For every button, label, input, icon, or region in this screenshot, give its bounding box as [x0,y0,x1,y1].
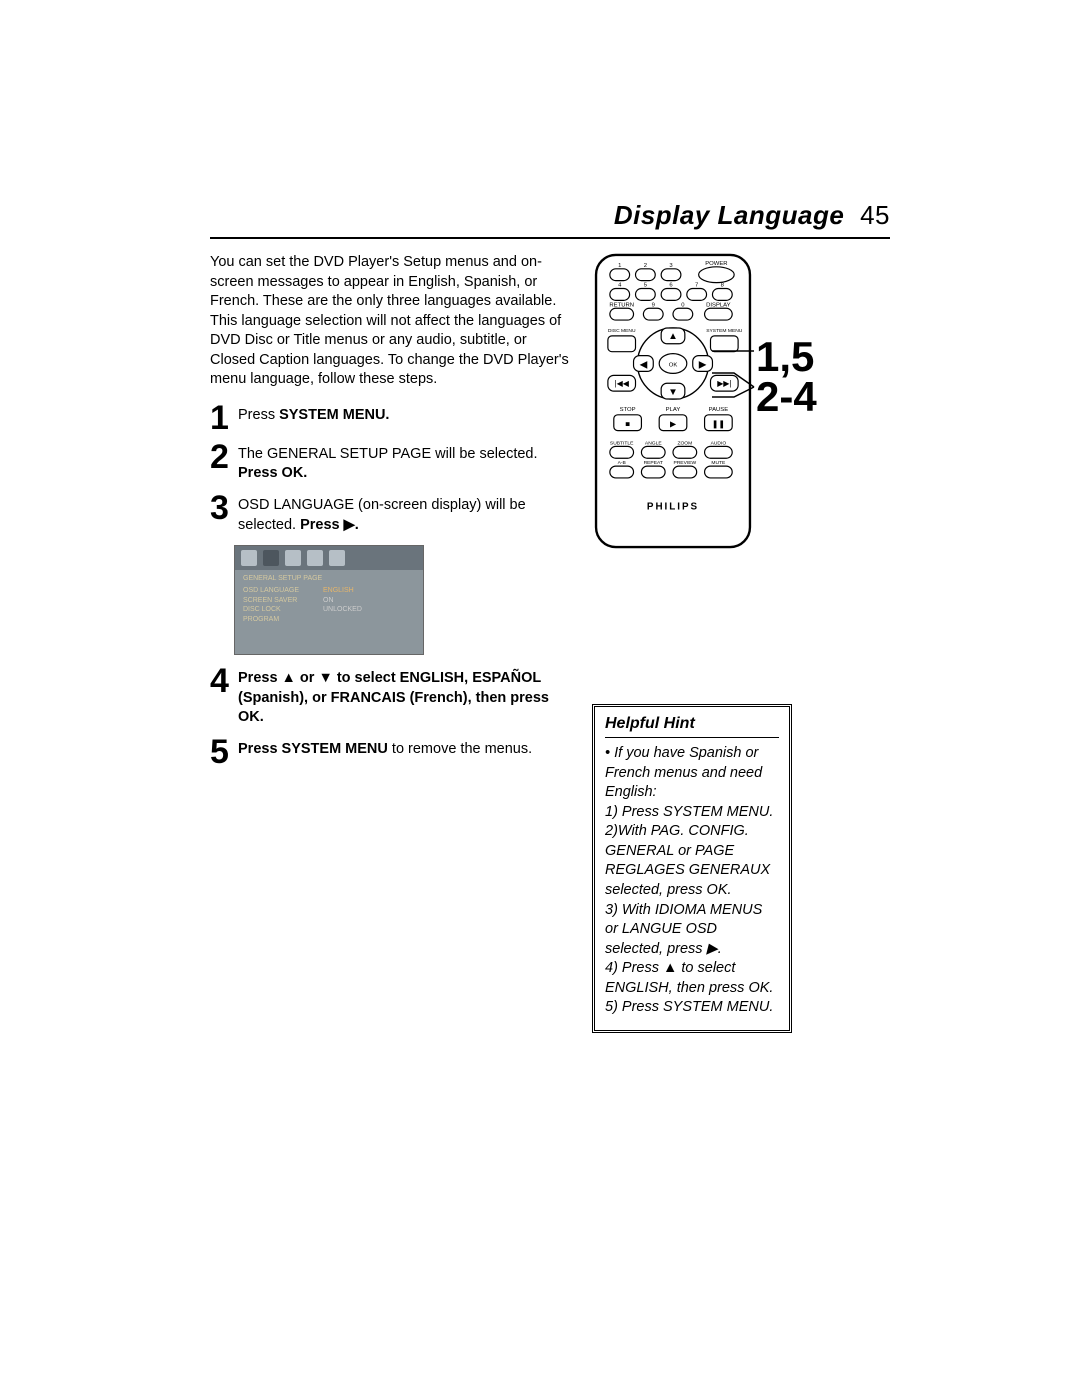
svg-text:STOP: STOP [620,407,636,413]
svg-text:◀: ◀ [640,359,648,370]
svg-text:▶: ▶ [699,359,707,370]
step-number: 4 [210,667,232,696]
svg-text:AUDIO: AUDIO [711,440,727,446]
svg-text:SUBTITLE: SUBTITLE [610,440,634,446]
hint-body: • If you have Spanish or French menus an… [605,744,779,1018]
page-title: Display Language 45 [210,200,890,239]
helpful-hint-box: Helpful Hint • If you have Spanish or Fr… [592,704,792,1033]
svg-text:RETURN: RETURN [609,302,634,308]
svg-text:▶: ▶ [670,420,677,429]
step-number: 1 [210,404,232,433]
illustration-column: 1 2 3 POWER 4 5 6 7 8 RETU [588,253,890,1033]
intro-paragraph: You can set the DVD Player's Setup menus… [210,253,570,390]
screenshot-body: GENERAL SETUP PAGE OSD LANGUAGEENGLISH S… [235,570,423,654]
svg-text:ANGLE: ANGLE [645,440,662,446]
svg-text:MUTE: MUTE [711,460,726,466]
screenshot-toolbar [235,546,423,570]
svg-text:DISPLAY: DISPLAY [706,302,731,308]
svg-text:■: ■ [625,420,630,429]
svg-text:PHILIPS: PHILIPS [647,502,699,513]
step-number: 5 [210,738,232,767]
step-1: 1 Press SYSTEM MENU. [210,404,570,433]
remote-diagram: 1 2 3 POWER 4 5 6 7 8 RETU [588,253,890,554]
step-number: 2 [210,443,232,472]
svg-text:OK: OK [669,362,678,368]
step-list: 1 Press SYSTEM MENU. 2 The GENERAL SETUP… [210,404,570,767]
svg-text:9: 9 [652,302,655,308]
hint-title: Helpful Hint [605,715,779,738]
svg-text:1: 1 [618,263,621,269]
callout-top: 1,5 [756,337,817,377]
svg-text:7: 7 [695,283,698,289]
step-number: 3 [210,494,232,523]
step-2: 2 The GENERAL SETUP PAGE will be selecte… [210,443,570,484]
step-callouts: 1,5 2-4 [756,337,817,417]
svg-text:DISC MENU: DISC MENU [608,328,636,334]
svg-text:PLAY: PLAY [666,407,681,413]
svg-text:2: 2 [644,263,647,269]
manual-page: Display Language 45 You can set the DVD … [210,200,890,1033]
callout-bottom: 2-4 [756,377,817,417]
page-number: 45 [860,200,890,230]
svg-text:ZOOM: ZOOM [677,440,692,446]
svg-text:REPEAT: REPEAT [644,460,663,466]
callout-lines [712,343,762,413]
svg-text:PREVIEW: PREVIEW [673,460,696,466]
svg-text:A-B: A-B [618,460,627,466]
step-4: 4 Press ▲ or ▼ to select ENGLISH, ESPAÑO… [210,667,570,728]
step-5: 5 Press SYSTEM MENU to remove the menus. [210,738,570,767]
svg-text:▲: ▲ [668,331,678,342]
title-text: Display Language [614,200,845,230]
content-columns: You can set the DVD Player's Setup menus… [210,253,890,1033]
svg-text:▼: ▼ [668,387,678,398]
instructions-column: You can set the DVD Player's Setup menus… [210,253,570,1033]
svg-text:❚❚: ❚❚ [712,420,725,429]
osd-screenshot: GENERAL SETUP PAGE OSD LANGUAGEENGLISH S… [234,545,424,655]
svg-text:SYSTEM MENU: SYSTEM MENU [706,328,743,334]
svg-text:POWER: POWER [705,261,727,267]
svg-text:|◀◀: |◀◀ [615,379,630,388]
step-3: 3 OSD LANGUAGE (on-screen display) will … [210,494,570,535]
